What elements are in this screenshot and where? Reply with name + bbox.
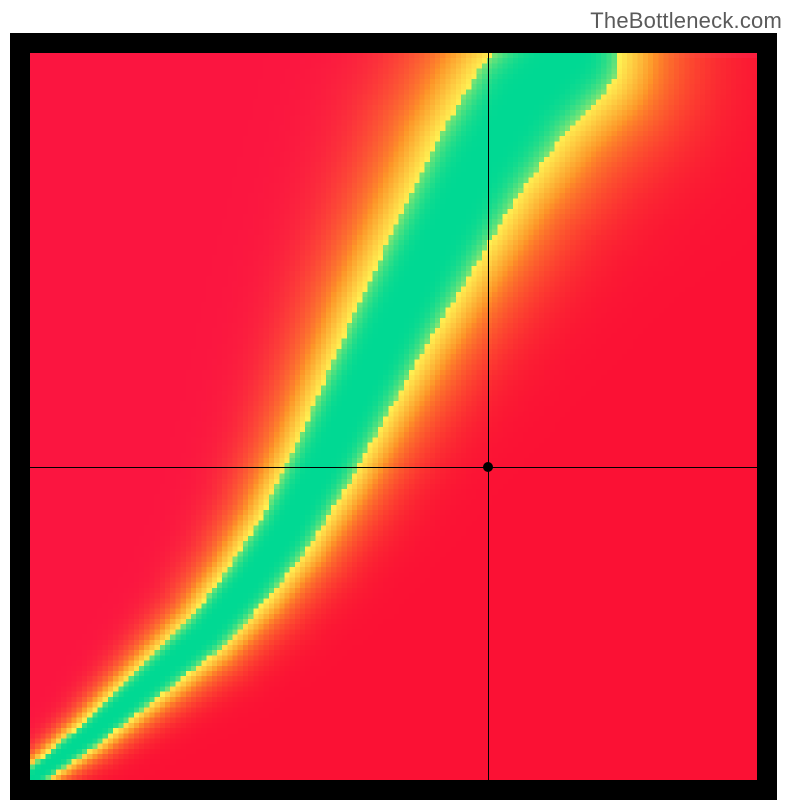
figure-root: TheBottleneck.com: [0, 0, 800, 800]
watermark-text: TheBottleneck.com: [590, 8, 782, 34]
crosshair-horizontal: [30, 467, 757, 468]
crosshair-vertical: [488, 53, 489, 780]
heatmap-canvas: [30, 53, 757, 780]
